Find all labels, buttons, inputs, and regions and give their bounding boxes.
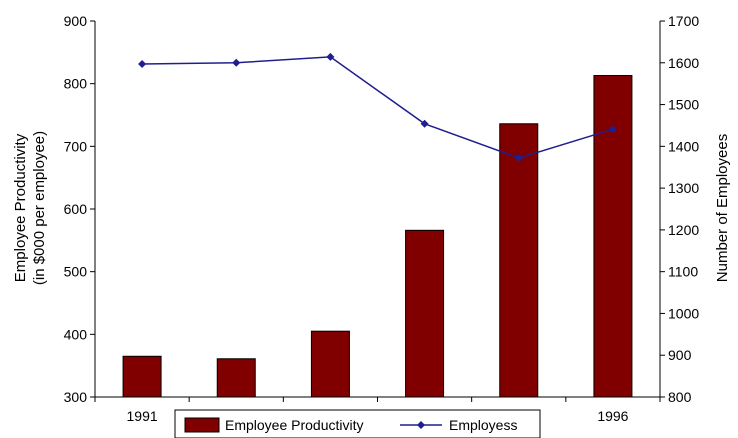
right-tick-label: 800 [668, 389, 692, 405]
chart-axes: 300 400 500 600 700 800 900 800 900 1000 1100 1200 1… [64, 13, 700, 405]
left-tick-label: 500 [64, 264, 88, 280]
legend-label-employees: Employess [449, 417, 517, 433]
line-point [608, 125, 617, 134]
legend-bar-swatch [184, 417, 220, 433]
left-tick-label: 700 [64, 138, 88, 154]
line-point [420, 119, 429, 128]
legend: Employee Productivity Employess [174, 409, 541, 438]
line-point [326, 52, 335, 61]
legend-diamond-icon [417, 421, 425, 429]
x-axis-labels: 1991 1996 [127, 408, 629, 424]
line-series [138, 52, 617, 163]
right-tick-label: 1300 [668, 180, 699, 196]
series-line [142, 56, 614, 159]
right-tick-label: 1100 [668, 264, 698, 280]
left-tick-label: 800 [64, 76, 88, 92]
right-tick-label: 1500 [668, 97, 699, 113]
bar [593, 75, 633, 398]
right-tick-label: 1400 [668, 138, 699, 154]
bar [122, 355, 162, 398]
bar [216, 358, 256, 398]
left-tick-label: 900 [64, 13, 88, 29]
legend-box [174, 409, 541, 438]
legend-label-productivity: Employee Productivity [225, 417, 364, 433]
x-tick-label: 1996 [597, 408, 628, 424]
bar [499, 123, 539, 398]
line-point [232, 58, 241, 67]
bar [405, 229, 445, 398]
left-axis-title-line2: (in $000 per employee) [31, 131, 48, 285]
right-axis-title: Number of Employees [714, 134, 731, 282]
left-tick-label: 300 [64, 389, 88, 405]
left-tick-label: 600 [64, 201, 88, 217]
line-point [138, 60, 147, 69]
bar-series [122, 75, 633, 398]
right-tick-label: 900 [668, 347, 692, 363]
left-axis-title-line1: Employee Productivity [12, 133, 29, 282]
line-point [514, 154, 523, 163]
right-tick-label: 1200 [668, 222, 699, 238]
right-tick-label: 1600 [668, 55, 699, 71]
right-tick-label: 1700 [668, 13, 699, 29]
bar [310, 330, 350, 398]
x-tick-label: 1991 [127, 408, 158, 424]
left-tick-label: 400 [64, 326, 88, 342]
right-tick-label: 1000 [668, 305, 699, 321]
